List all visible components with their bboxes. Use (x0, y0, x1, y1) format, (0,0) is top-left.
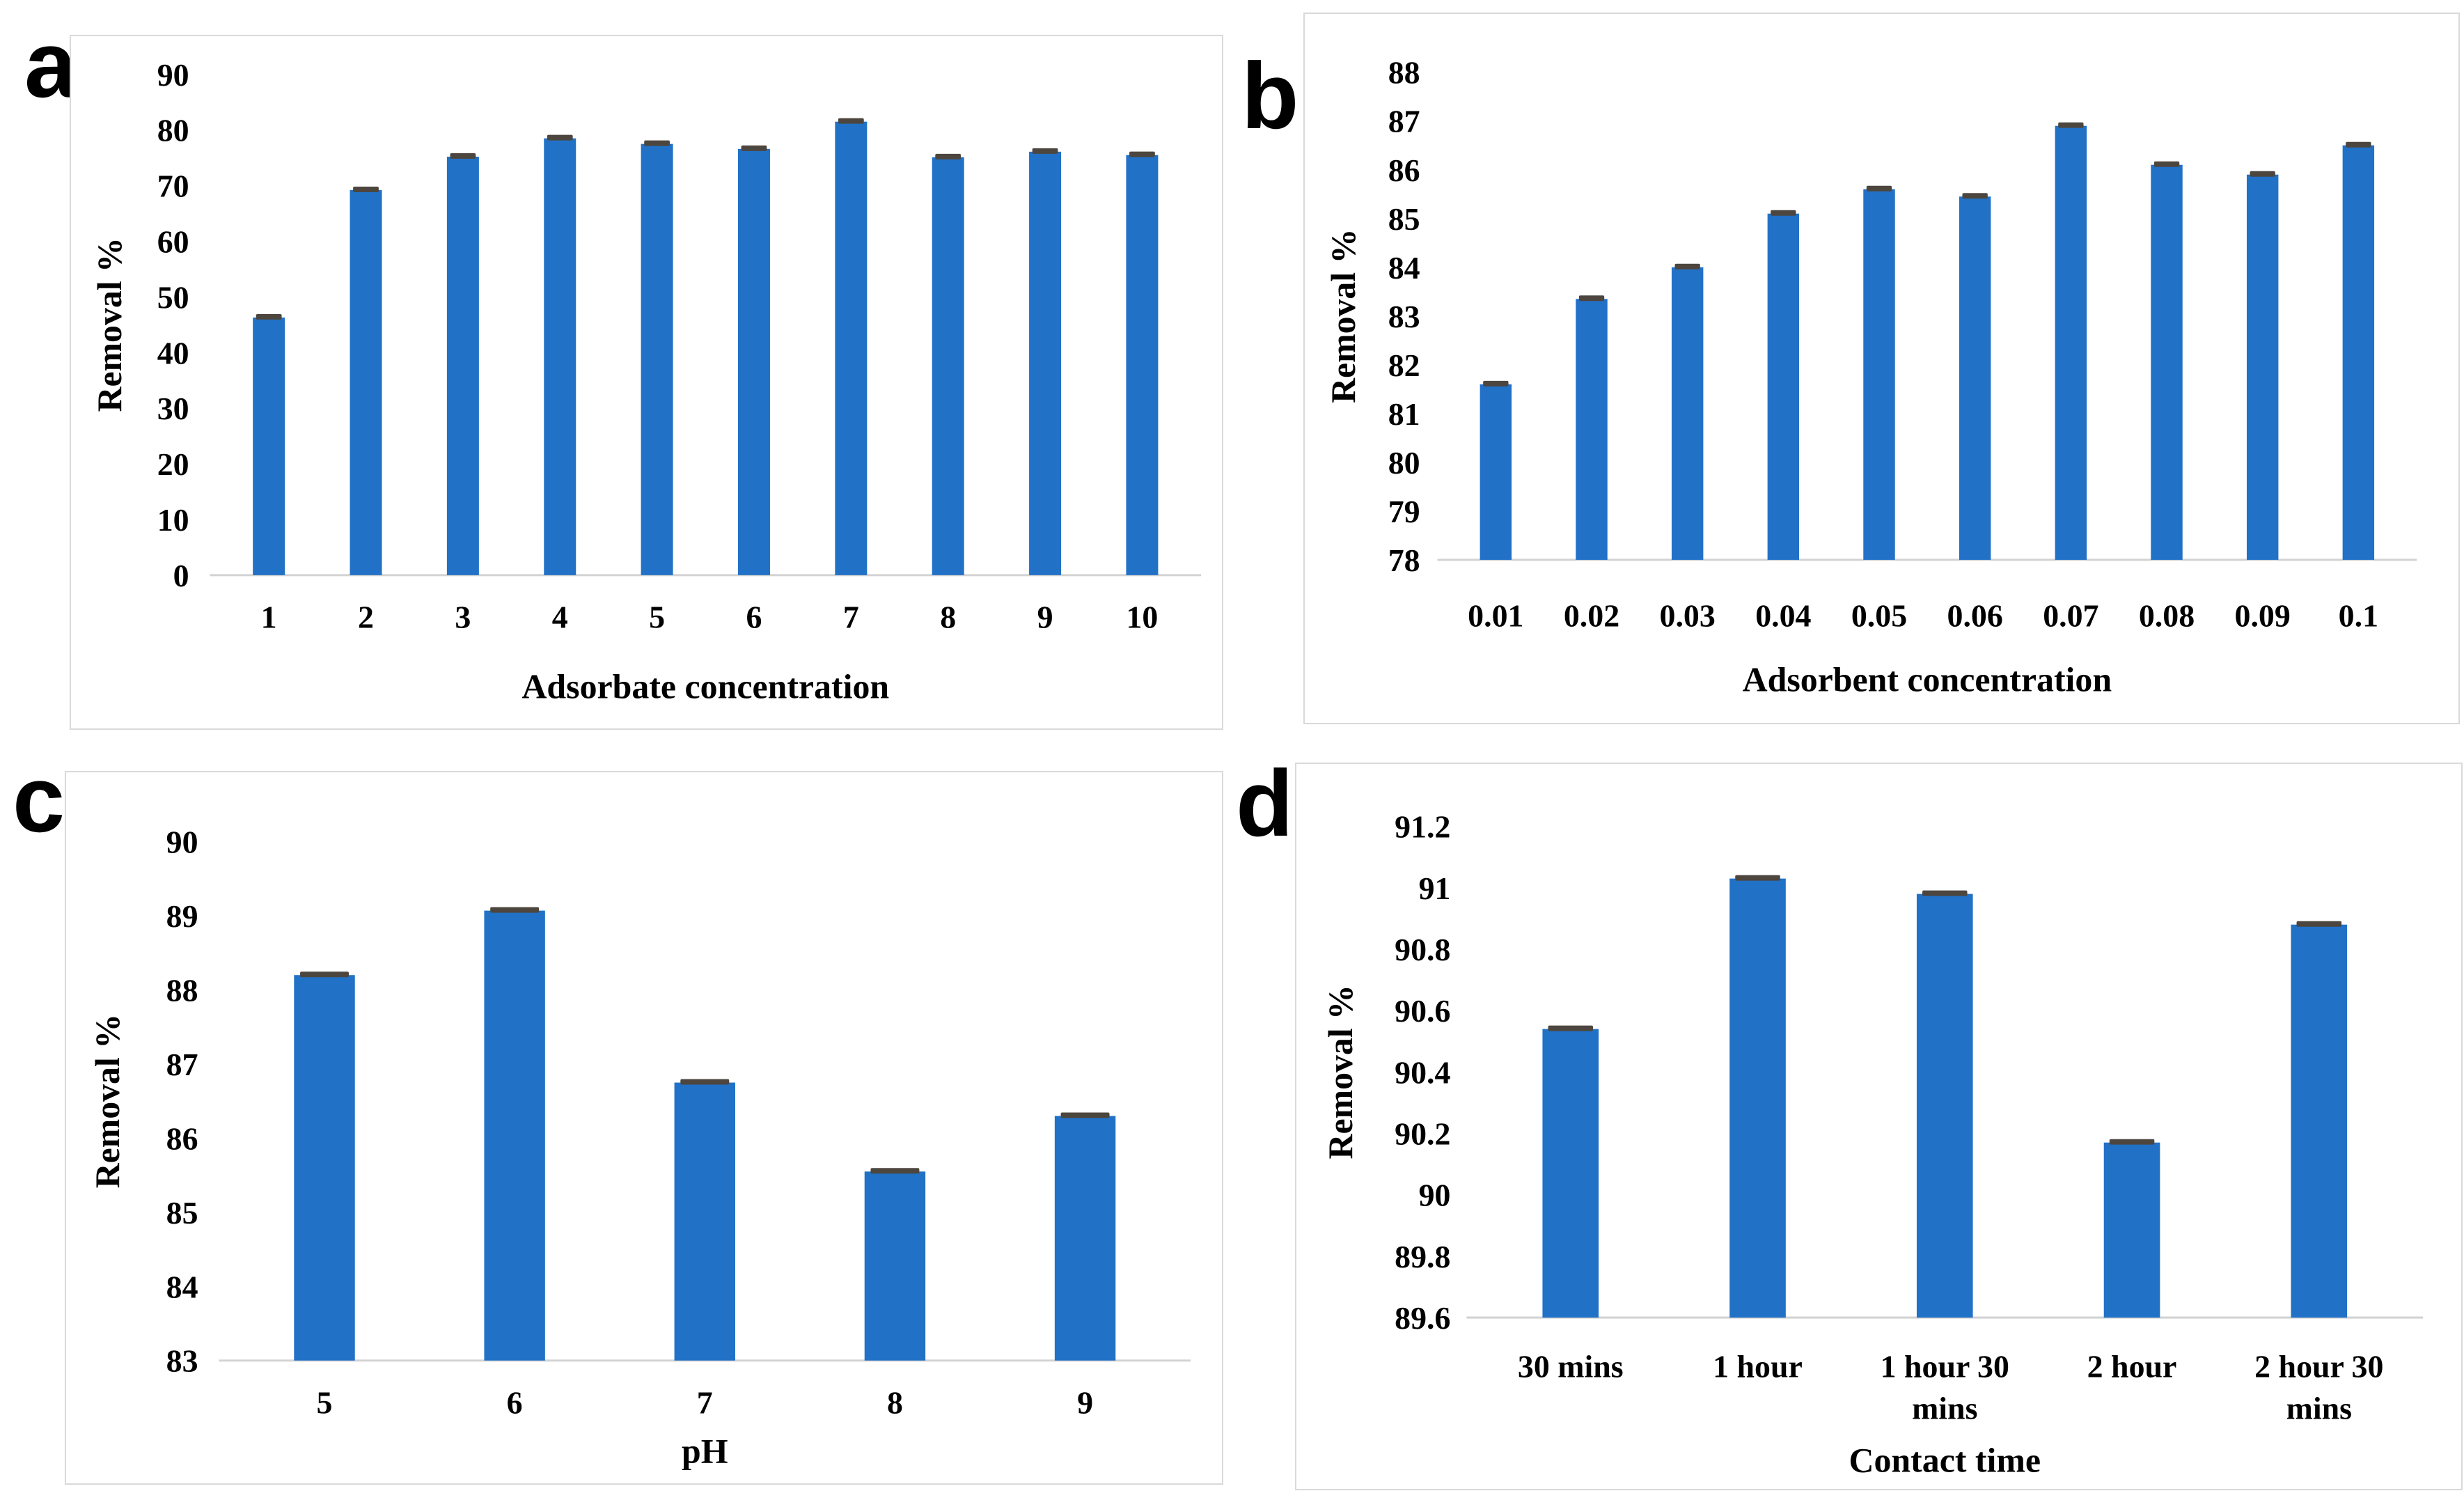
svg-text:0.01: 0.01 (1468, 598, 1523, 634)
svg-text:89.8: 89.8 (1395, 1239, 1450, 1274)
svg-text:90: 90 (1419, 1178, 1451, 1213)
panel-a-adsorbate-concentration-chart: 0 10 20 30 40 50 60 70 80 90 Removal % 1 2 3 4 5 6 7 8 9 10 A… (70, 35, 1223, 730)
svg-text:90: 90 (157, 57, 189, 93)
panel-letter-b: b (1241, 43, 1299, 148)
svg-text:88: 88 (1388, 55, 1420, 91)
svg-text:0.09: 0.09 (2235, 598, 2291, 634)
svg-text:1 hour 30: 1 hour 30 (1881, 1349, 2009, 1384)
svg-text:0.03: 0.03 (1660, 598, 1716, 634)
panel-b-adsorbent-concentration-chart: 78 79 80 81 82 83 84 85 86 87 88 Removal % 0.01 0.02 0… (1303, 13, 2460, 724)
panel-d-contact-time-chart: 89.6 89.8 90 90.2 90.4 90.6 90.8 91 91.2 Removal … (1295, 763, 2463, 1490)
svg-text:70: 70 (157, 169, 189, 204)
svg-text:79: 79 (1388, 494, 1420, 529)
svg-text:89: 89 (166, 898, 198, 934)
svg-text:91.2: 91.2 (1395, 809, 1450, 845)
svg-text:90.8: 90.8 (1395, 932, 1450, 967)
svg-text:85: 85 (1388, 201, 1420, 237)
svg-text:88: 88 (166, 973, 198, 1008)
svg-text:7: 7 (697, 1385, 713, 1421)
svg-text:86: 86 (1388, 153, 1420, 188)
panel-letter-c: c (13, 747, 65, 852)
svg-text:9: 9 (1077, 1385, 1093, 1421)
svg-text:0: 0 (173, 558, 189, 593)
svg-text:0.04: 0.04 (1755, 598, 1811, 634)
svg-text:84: 84 (1388, 250, 1420, 286)
panel-letter-d: d (1236, 751, 1294, 856)
svg-text:91: 91 (1419, 871, 1451, 906)
svg-text:4: 4 (552, 600, 568, 635)
svg-text:pH: pH (682, 1433, 728, 1471)
svg-text:87: 87 (166, 1047, 198, 1082)
svg-text:30 mins: 30 mins (1518, 1349, 1624, 1384)
svg-text:20: 20 (157, 446, 189, 482)
svg-text:2 hour 30: 2 hour 30 (2254, 1349, 2383, 1384)
svg-text:89.6: 89.6 (1395, 1300, 1450, 1336)
svg-text:0.06: 0.06 (1947, 598, 2003, 634)
svg-text:81: 81 (1388, 396, 1420, 432)
svg-text:80: 80 (157, 113, 189, 148)
svg-text:10: 10 (1126, 600, 1158, 635)
svg-text:2: 2 (358, 600, 374, 635)
svg-text:Removal %: Removal % (88, 1014, 127, 1188)
svg-text:Removal %: Removal % (91, 237, 129, 412)
svg-text:83: 83 (166, 1343, 198, 1379)
svg-text:7: 7 (843, 600, 859, 635)
svg-text:50: 50 (157, 279, 189, 315)
svg-text:Adsorbent concentration: Adsorbent concentration (1743, 661, 2112, 699)
svg-text:8: 8 (940, 600, 956, 635)
svg-text:3: 3 (455, 600, 471, 635)
bar-chart-contact-time: 89.6 89.8 90 90.2 90.4 90.6 90.8 91 91.2 Removal … (1321, 809, 2424, 1480)
svg-text:90.2: 90.2 (1395, 1116, 1450, 1152)
svg-text:82: 82 (1388, 348, 1420, 383)
svg-text:86: 86 (166, 1121, 198, 1156)
svg-text:6: 6 (507, 1385, 523, 1421)
svg-text:80: 80 (1388, 445, 1420, 481)
svg-text:Adsorbate concentration: Adsorbate concentration (521, 668, 889, 706)
svg-text:90.4: 90.4 (1395, 1054, 1450, 1090)
svg-text:0.07: 0.07 (2043, 598, 2098, 634)
panel-letter-a: a (24, 12, 77, 117)
svg-text:78: 78 (1388, 542, 1420, 578)
svg-text:mins: mins (2286, 1391, 2352, 1426)
svg-text:40: 40 (157, 335, 189, 370)
svg-text:0.02: 0.02 (1564, 598, 1619, 634)
svg-text:5: 5 (317, 1385, 333, 1421)
svg-text:Removal %: Removal % (1324, 229, 1363, 403)
svg-text:Contact time: Contact time (1849, 1442, 2041, 1480)
svg-text:6: 6 (746, 600, 762, 635)
svg-text:Removal %: Removal % (1321, 985, 1360, 1159)
svg-text:60: 60 (157, 224, 189, 260)
svg-text:0.08: 0.08 (2139, 598, 2195, 634)
svg-text:mins: mins (1912, 1391, 1977, 1426)
bar-chart-adsorbate-concentration: 0 10 20 30 40 50 60 70 80 90 Removal % 1 2 3 4 5 6 7 8 9 10 A… (91, 57, 1202, 706)
svg-text:84: 84 (166, 1269, 198, 1304)
svg-text:1 hour: 1 hour (1713, 1349, 1803, 1384)
svg-text:30: 30 (157, 391, 189, 426)
svg-text:1: 1 (261, 600, 277, 635)
svg-text:2 hour: 2 hour (2087, 1349, 2177, 1384)
svg-text:87: 87 (1388, 104, 1420, 139)
svg-text:10: 10 (157, 502, 189, 538)
svg-text:0.1: 0.1 (2339, 598, 2378, 634)
svg-text:8: 8 (887, 1385, 903, 1421)
svg-text:90: 90 (166, 825, 198, 860)
svg-text:85: 85 (166, 1195, 198, 1231)
svg-text:90.6: 90.6 (1395, 993, 1450, 1029)
svg-text:5: 5 (649, 600, 665, 635)
panel-c-ph-chart: 83 84 85 86 87 88 89 90 Removal % 5 6 7 8 9 pH (65, 771, 1223, 1485)
svg-text:9: 9 (1037, 600, 1053, 635)
svg-text:83: 83 (1388, 299, 1420, 334)
bar-chart-adsorbent-concentration: 78 79 80 81 82 83 84 85 86 87 88 Removal % 0.01 0.02 0… (1324, 55, 2417, 699)
svg-text:0.05: 0.05 (1851, 598, 1907, 634)
